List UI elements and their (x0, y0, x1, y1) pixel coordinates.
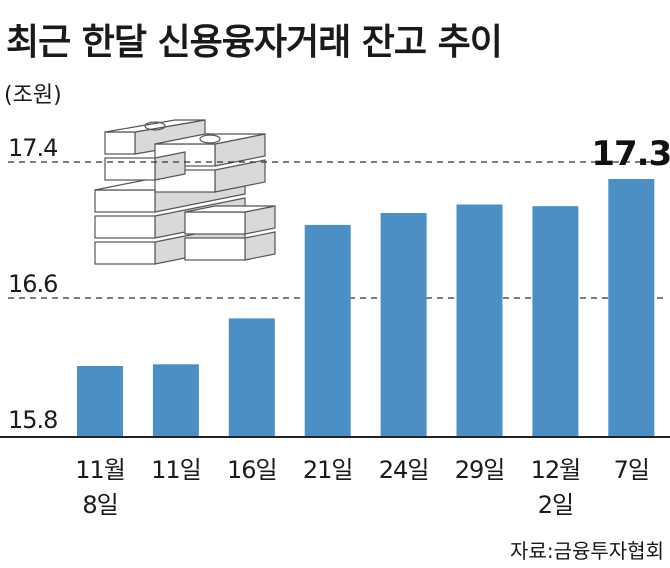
x-tick-label: 24일 (379, 456, 429, 484)
y-tick-label: 16.6 (8, 270, 57, 298)
x-tick-label: 29일 (455, 456, 505, 484)
bar (380, 213, 427, 437)
x-tick-label: 7일 (614, 456, 649, 484)
bar (532, 206, 579, 437)
x-tick-label: 11일 (151, 456, 201, 484)
x-tick-label: 11월 (75, 456, 125, 484)
bar (304, 224, 351, 437)
chart-title: 최근 한달 신용융자거래 잔고 추이 (6, 22, 502, 63)
x-tick-label: 8일 (82, 491, 117, 519)
bar (608, 179, 655, 437)
source-label: 자료:금융투자협회 (510, 539, 664, 563)
x-tick-label: 21일 (303, 456, 353, 484)
x-tick-label: 16일 (227, 456, 277, 484)
y-tick-label: 15.8 (8, 406, 57, 434)
bar (228, 318, 275, 437)
bar (456, 204, 503, 437)
stack-of-banknote-bundles-icon (94, 119, 276, 265)
bar (77, 366, 123, 437)
x-tick-label: 2일 (538, 491, 573, 519)
bars (77, 179, 655, 437)
data-labels: 17.3 (591, 134, 670, 174)
bar (152, 364, 199, 437)
x-axis-ticks: 11월 8일 11일 16일 21일 24일 29일 12월 2일 7일 (75, 456, 650, 519)
data-label: 17.3 (591, 134, 670, 174)
x-tick-label: 12월 (531, 456, 581, 484)
y-tick-label: 17.4 (8, 134, 57, 162)
unit-label: (조원) (4, 83, 62, 108)
y-axis-ticks: 17.4 16.6 15.8 (8, 134, 58, 434)
